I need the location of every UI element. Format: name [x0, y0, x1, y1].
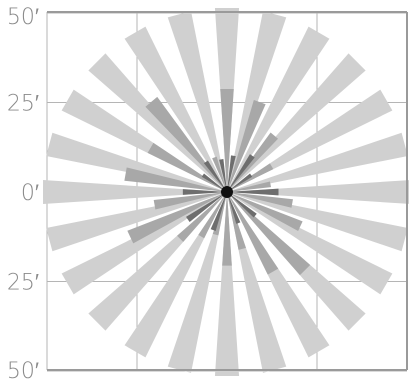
ray-series-3 [201, 173, 227, 192]
ray-series-1 [46, 132, 227, 192]
ray-series-1 [227, 192, 408, 252]
y-tick-labels: 50′ 25′ 0′ 25′ 50′ [7, 5, 39, 383]
y-tick-label: 25′ [7, 271, 39, 296]
ray-series-1 [167, 192, 227, 373]
ray-series-2 [227, 99, 266, 192]
ray-series-2 [227, 192, 279, 275]
ray-series-3 [210, 192, 227, 231]
ray-series-2 [145, 96, 227, 192]
y-tick-label: 0′ [21, 181, 39, 206]
ray-series-3 [186, 192, 227, 222]
rays [43, 8, 409, 376]
ray-series-3 [227, 188, 279, 196]
ray-series-1 [124, 26, 227, 192]
ray-series-2 [222, 192, 232, 266]
ray-series-3 [227, 154, 255, 192]
ray-series-2 [153, 192, 227, 210]
ray-series-1 [43, 179, 227, 205]
frame [47, 11, 408, 371]
y-tick-label: 50′ [7, 359, 39, 383]
ray-series-1 [227, 26, 330, 192]
ray-series-1 [227, 53, 366, 192]
ray-series-2 [227, 192, 311, 276]
center-dot [221, 186, 233, 198]
ray-series-2 [212, 156, 227, 192]
ray-series-2 [127, 192, 227, 244]
ray-series-1 [46, 192, 227, 252]
ray-series-1 [61, 192, 227, 295]
ray-series-3 [182, 189, 227, 195]
ray-series-2 [227, 192, 293, 208]
ray-series-2 [227, 181, 271, 192]
ray-series-1 [227, 132, 408, 192]
ray-series-2 [220, 88, 234, 192]
ray-series-1 [227, 192, 393, 295]
ray-series-3 [227, 192, 257, 218]
ray-series-1 [214, 192, 240, 376]
ray-series-1 [167, 11, 227, 193]
ray-series-3 [227, 155, 236, 192]
y-tick-label: 50′ [7, 5, 39, 30]
ray-series-1 [88, 53, 227, 192]
ray-series-2 [177, 192, 227, 242]
ray-series-2 [227, 132, 278, 192]
ray-series-2 [198, 192, 227, 239]
ray-series-3 [219, 159, 227, 192]
ray-series-1 [227, 180, 409, 204]
ray-series-3 [227, 192, 241, 224]
ray-series-3 [203, 160, 227, 192]
ray-series-2 [124, 167, 227, 192]
y-tick-label: 25′ [7, 92, 39, 117]
ray-series-2 [227, 192, 303, 232]
ray-series-3 [227, 173, 253, 192]
